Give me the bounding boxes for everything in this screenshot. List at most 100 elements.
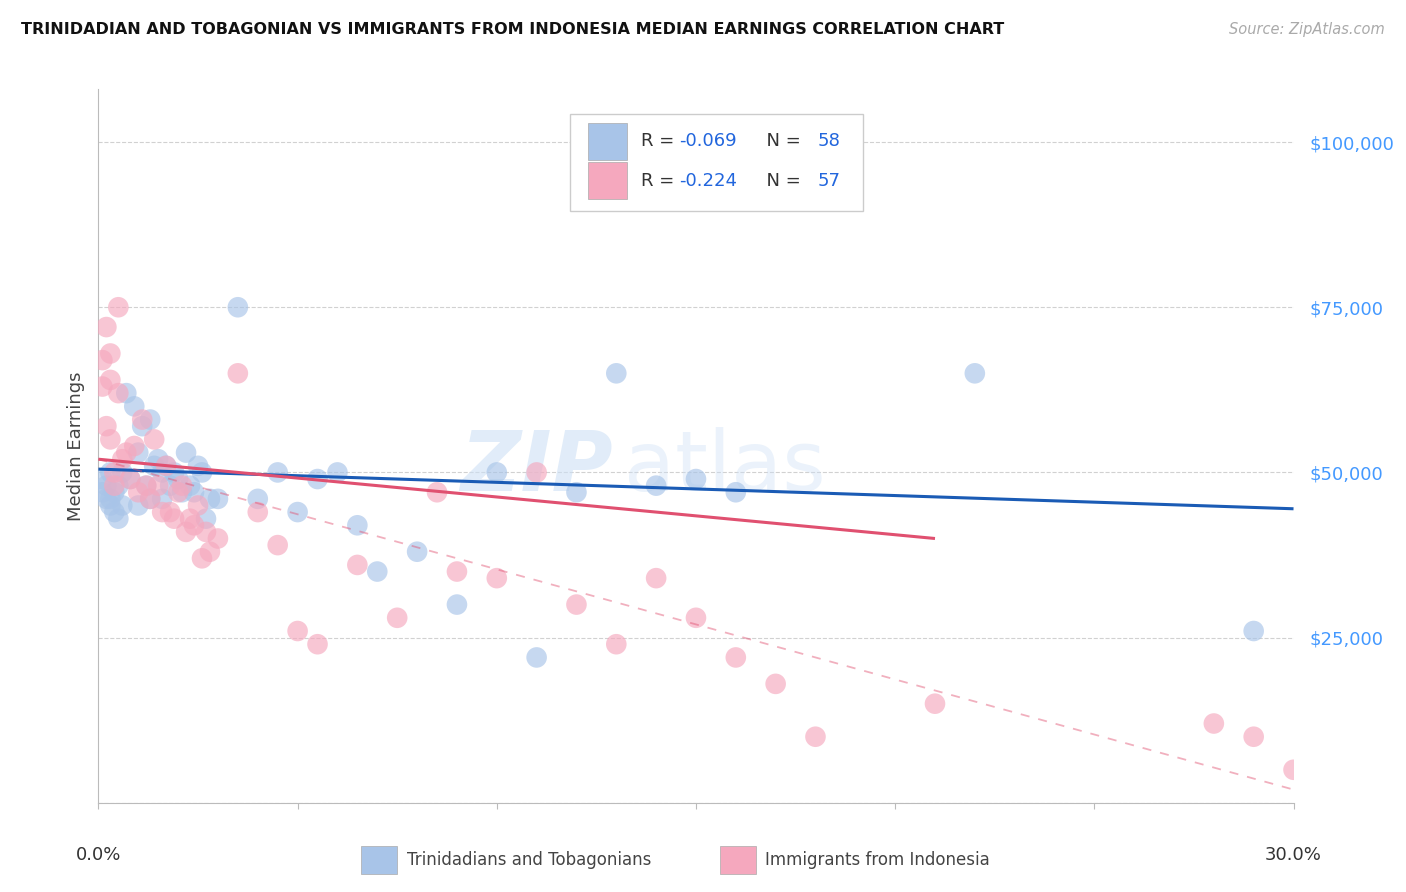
Point: [187, 499, 209, 513]
Point: [167, 485, 190, 500]
Text: -0.069: -0.069: [679, 132, 737, 150]
Point: [111, 452, 134, 467]
Point: [96, 491, 118, 506]
Point: [724, 485, 747, 500]
Point: [963, 367, 986, 381]
Point: [446, 565, 468, 579]
Point: [91, 472, 114, 486]
Point: [107, 511, 129, 525]
Point: [307, 637, 329, 651]
Point: [174, 445, 197, 459]
Point: [207, 491, 229, 506]
Text: Trinidadians and Tobagonians: Trinidadians and Tobagonians: [406, 851, 651, 869]
Point: [98, 433, 122, 447]
Point: [98, 373, 122, 387]
Point: [246, 491, 269, 506]
Point: [107, 300, 129, 314]
Point: [167, 472, 190, 486]
Point: [179, 478, 201, 492]
Point: [426, 485, 449, 500]
Point: [163, 511, 186, 525]
Point: [194, 524, 218, 539]
Point: [131, 412, 153, 426]
Text: Immigrants from Indonesia: Immigrants from Indonesia: [765, 851, 990, 869]
Point: [1282, 763, 1305, 777]
Point: [207, 532, 229, 546]
Point: [120, 472, 142, 486]
Point: [150, 491, 173, 506]
Point: [326, 466, 349, 480]
Text: 57: 57: [818, 171, 841, 189]
Point: [98, 499, 122, 513]
Point: [159, 505, 181, 519]
Text: Source: ZipAtlas.com: Source: ZipAtlas.com: [1229, 22, 1385, 37]
Point: [115, 386, 138, 401]
Point: [98, 491, 122, 506]
Point: [174, 524, 197, 539]
Y-axis label: Median Earnings: Median Earnings: [66, 371, 84, 521]
Point: [135, 478, 157, 492]
Point: [111, 466, 134, 480]
Point: [685, 472, 707, 486]
Point: [685, 611, 707, 625]
Point: [307, 472, 329, 486]
Point: [924, 697, 946, 711]
Point: [143, 433, 166, 447]
Point: [526, 650, 548, 665]
Point: [724, 650, 747, 665]
Point: [446, 598, 468, 612]
Point: [346, 518, 368, 533]
Point: [605, 637, 627, 651]
Point: [198, 545, 221, 559]
Point: [103, 478, 125, 492]
Point: [124, 400, 146, 414]
Text: R =: R =: [641, 132, 681, 150]
Point: [645, 571, 668, 585]
Point: [804, 730, 827, 744]
Point: [366, 565, 388, 579]
Point: [124, 439, 146, 453]
Point: [1243, 730, 1265, 744]
Point: [346, 558, 368, 572]
Point: [765, 677, 787, 691]
Text: N =: N =: [755, 171, 806, 189]
Text: R =: R =: [641, 171, 681, 189]
Point: [127, 499, 149, 513]
Point: [107, 386, 129, 401]
Text: 30.0%: 30.0%: [1265, 846, 1322, 863]
Point: [96, 478, 118, 492]
Point: [172, 485, 194, 500]
Point: [103, 466, 125, 480]
Point: [139, 491, 162, 506]
Point: [120, 472, 142, 486]
Point: [605, 367, 627, 381]
Point: [103, 505, 125, 519]
Point: [198, 491, 221, 506]
Text: TRINIDADIAN AND TOBAGONIAN VS IMMIGRANTS FROM INDONESIA MEDIAN EARNINGS CORRELAT: TRINIDADIAN AND TOBAGONIAN VS IMMIGRANTS…: [21, 22, 1004, 37]
Point: [385, 611, 409, 625]
Point: [187, 458, 209, 473]
Point: [148, 452, 170, 467]
Point: [194, 511, 218, 525]
Point: [246, 505, 269, 519]
Point: [155, 458, 177, 473]
Text: atlas: atlas: [624, 427, 825, 508]
Point: [107, 478, 129, 492]
Point: [267, 466, 290, 480]
Point: [139, 412, 162, 426]
Point: [226, 300, 249, 314]
Point: [183, 485, 205, 500]
Bar: [589, 123, 627, 160]
Point: [287, 505, 309, 519]
Point: [191, 551, 214, 566]
Bar: [589, 162, 627, 199]
Point: [526, 466, 548, 480]
Text: N =: N =: [755, 132, 806, 150]
Text: ZIP: ZIP: [460, 427, 612, 508]
Point: [150, 505, 173, 519]
Point: [191, 466, 214, 480]
Point: [139, 491, 162, 506]
Point: [163, 466, 186, 480]
Point: [127, 445, 149, 459]
Point: [127, 485, 149, 500]
